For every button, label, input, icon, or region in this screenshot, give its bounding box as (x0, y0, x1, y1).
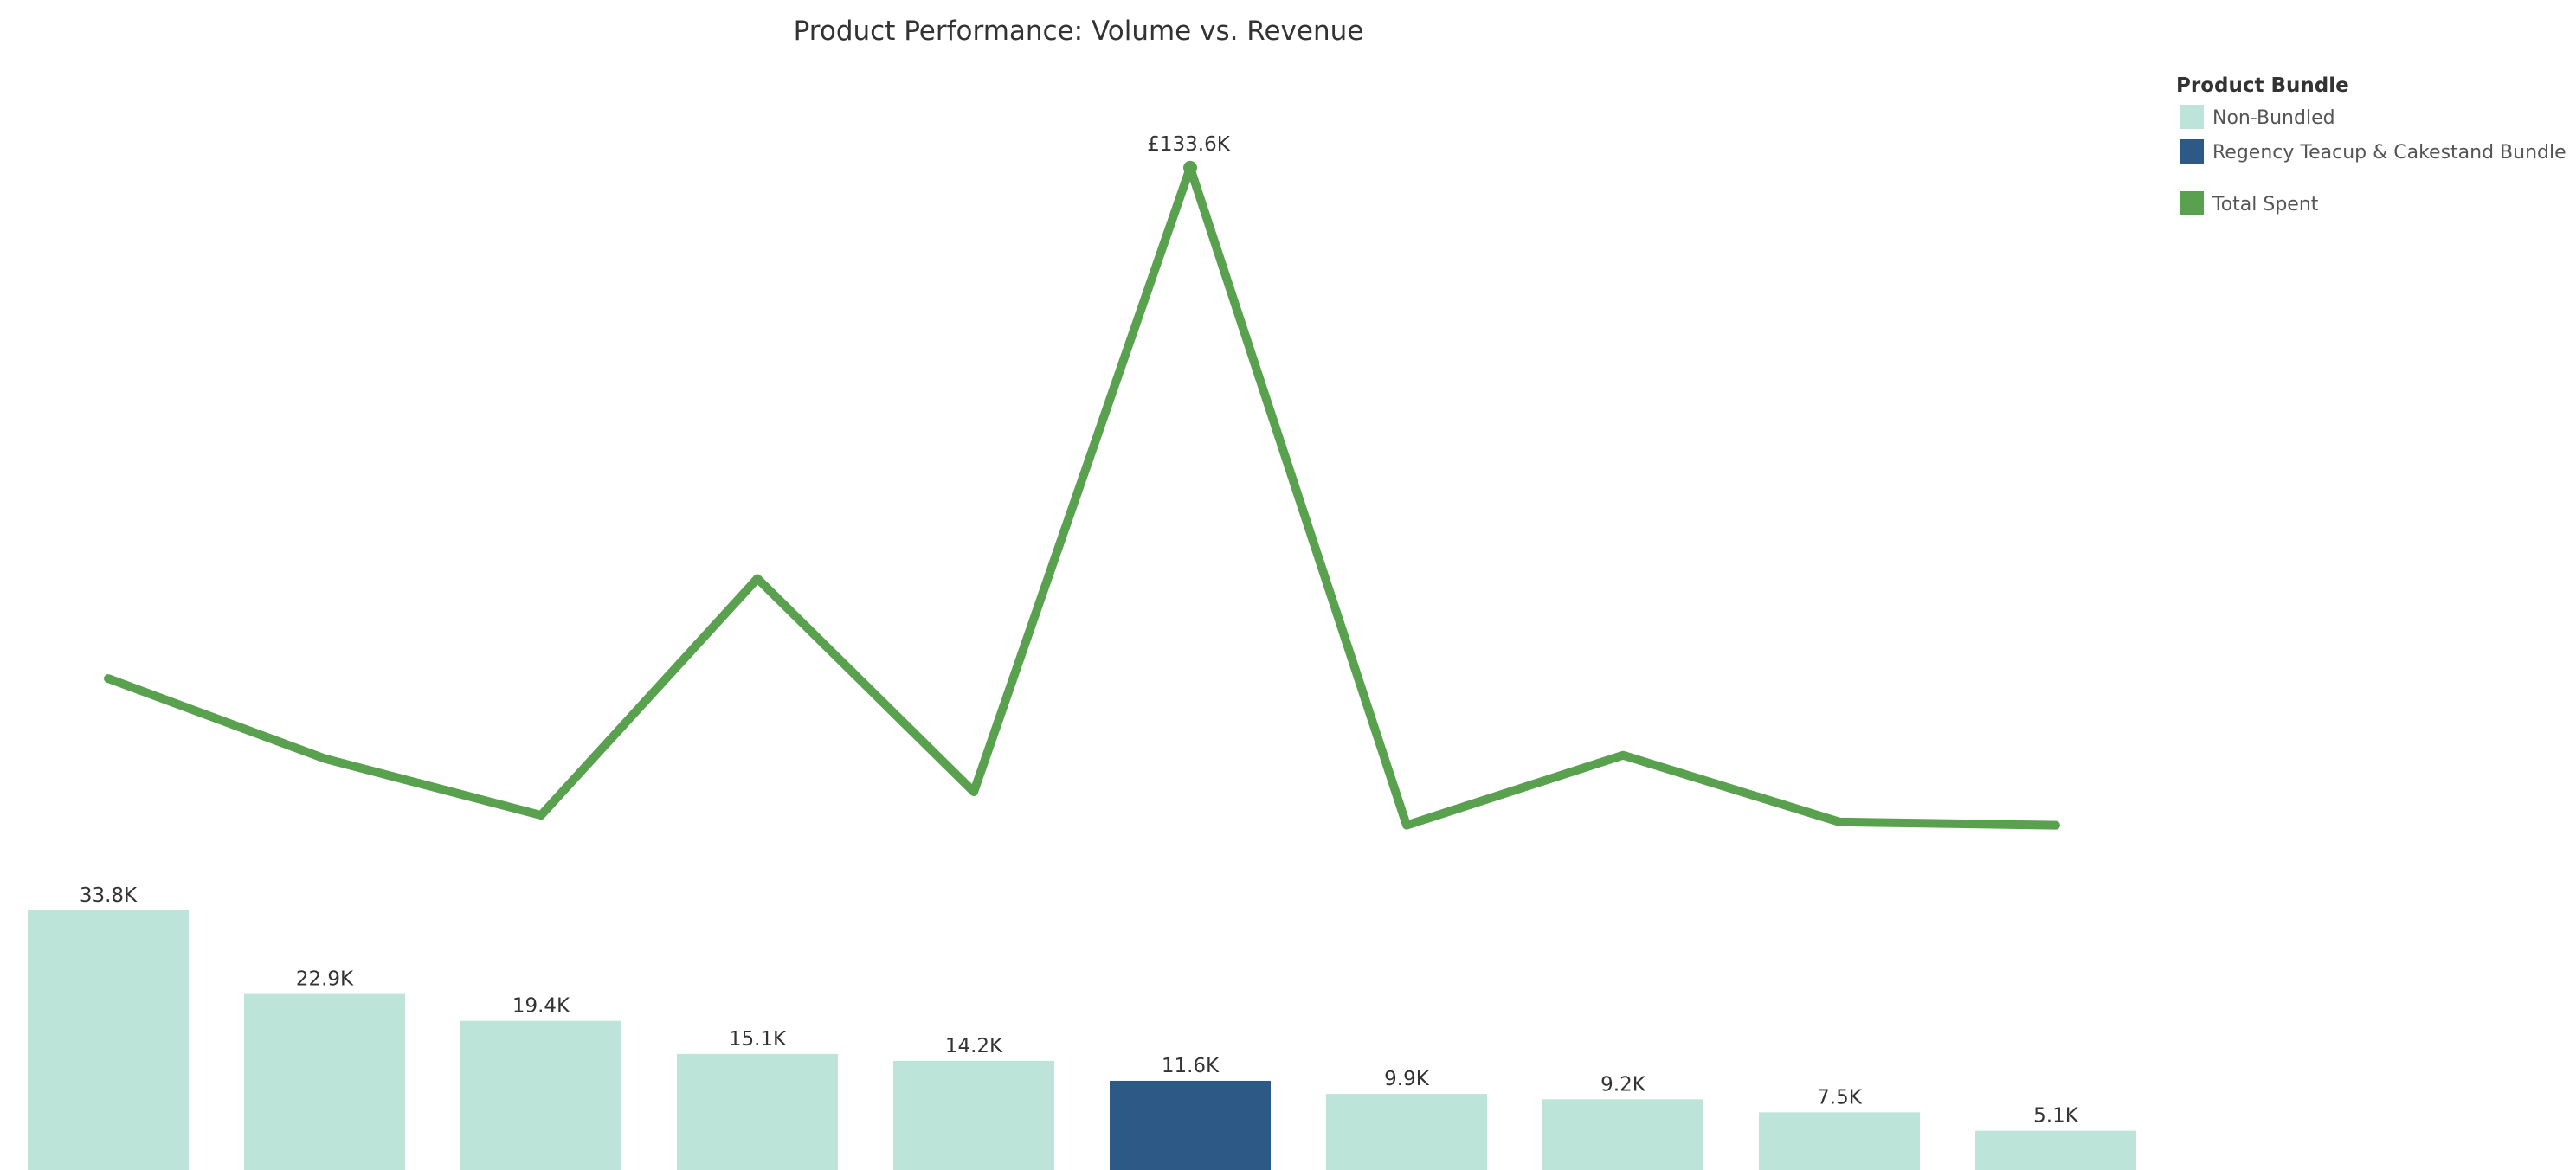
bar-3 (460, 1020, 621, 1170)
legend-label-1: Non-Bundled (2212, 107, 2335, 129)
bar-label-6: 11.6K (1162, 1055, 1220, 1077)
bar-2 (244, 993, 405, 1170)
bar-5 (893, 1060, 1054, 1170)
bar-1 (28, 910, 189, 1170)
bar-10 (1975, 1130, 2136, 1170)
bar-9 (1759, 1112, 1920, 1170)
bar-label-1: 33.8K (80, 884, 138, 907)
chart-title: Product Performance: Volume vs. Revenue (794, 16, 1364, 47)
bar-7 (1326, 1094, 1487, 1170)
bar-label-9: 7.5K (1817, 1086, 1863, 1109)
bar-label-7: 9.9K (1384, 1068, 1430, 1090)
legend-swatch-2 (2180, 139, 2204, 164)
legend-title: Product Bundle (2176, 74, 2349, 97)
bar-labels-layer: 33.8K 22.9K 19.4K 15.1K 14.2K 11.6K 9.9K 9.2K 7.… (80, 884, 2079, 1128)
legend-swatch-1 (2180, 105, 2204, 129)
bar-label-4: 15.1K (729, 1028, 787, 1051)
bar-label-10: 5.1K (2033, 1105, 2079, 1128)
bar-label-5: 14.2K (945, 1035, 1003, 1058)
bar-label-3: 19.4K (512, 995, 570, 1018)
revenue-peak-point (1183, 160, 1197, 175)
bars-layer (28, 910, 2136, 1170)
revenue-peak-label: £133.6K (1147, 133, 1230, 156)
revenue-line-layer: £133.6K (104, 133, 2060, 830)
bar-6 (1110, 1080, 1271, 1170)
revenue-line (104, 163, 2060, 830)
legend-swatch-3 (2180, 191, 2204, 215)
legend: Product Bundle Non-Bundled Regency Teacup … (2176, 74, 2566, 215)
bar-label-8: 9.2K (1600, 1073, 1646, 1096)
legend-label-2: Regency Teacup & Cakestand Bundle (2212, 142, 2566, 164)
bar-8 (1542, 1099, 1703, 1170)
bar-4 (677, 1053, 838, 1170)
bar-label-2: 22.9K (296, 968, 354, 991)
legend-label-3: Total Spent (2212, 194, 2319, 215)
